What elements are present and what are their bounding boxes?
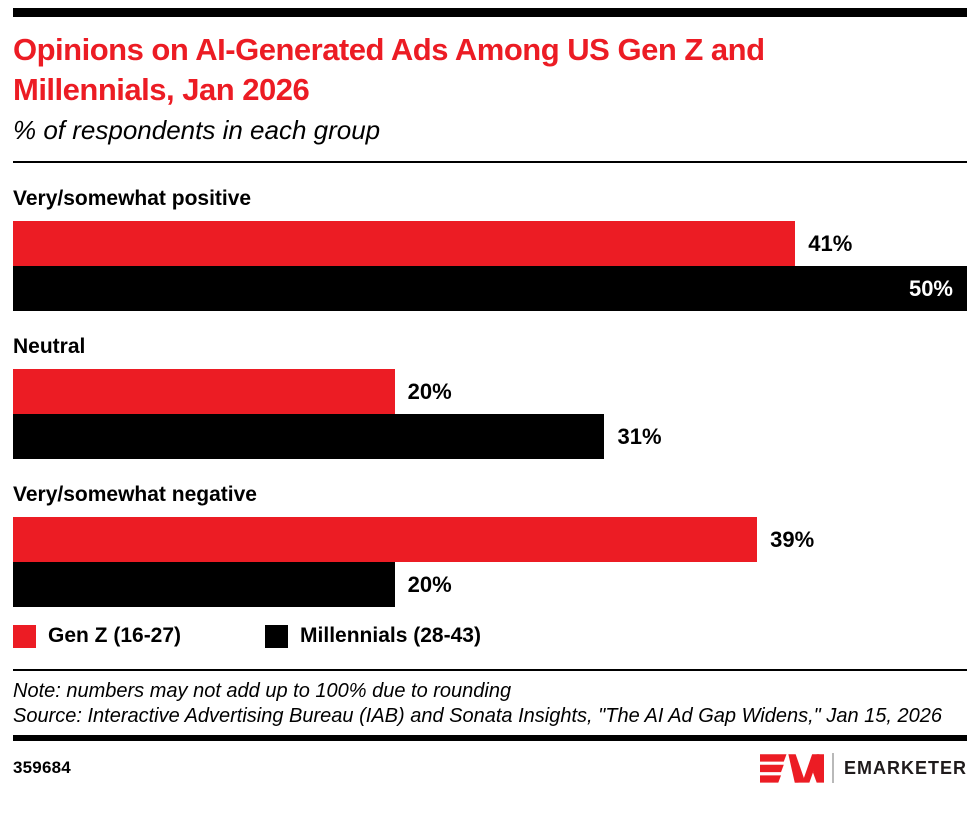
bar-row: 41% — [13, 221, 967, 266]
category-label: Very/somewhat negative — [13, 483, 257, 506]
value-label: 39% — [770, 526, 815, 552]
bar: 50% — [13, 266, 967, 311]
brand-name: EMARKETER — [843, 757, 967, 778]
bar — [13, 221, 796, 266]
chart-id: 359684 — [13, 758, 71, 777]
legend-item: Millennials (28-43) — [265, 624, 481, 648]
legend-swatch-icon — [13, 624, 36, 648]
notes-divider — [13, 669, 967, 671]
chart-legend: Gen Z (16-27) Millennials (28-43) — [13, 624, 967, 648]
bar — [13, 517, 758, 562]
bar — [13, 414, 605, 459]
value-label: 31% — [617, 423, 662, 449]
bottom-rule — [13, 735, 967, 741]
bar-chart: Very/somewhat positive 41% 50% Neutral 20% 31… — [13, 186, 967, 607]
bar-group: Very/somewhat positive 41% 50% — [13, 186, 967, 311]
bar — [13, 369, 395, 414]
brand-lockup: EMARKETER — [759, 752, 967, 784]
bar-row: 39% — [13, 517, 967, 562]
logo-divider — [831, 753, 834, 783]
footer: 359684 EMARKETER — [13, 752, 967, 784]
value-label: 20% — [407, 378, 452, 404]
page-title: Opinions on AI-Generated Ads Among US Ge… — [13, 32, 765, 107]
category-label: Neutral — [13, 335, 86, 358]
chart-subtitle: % of respondents in each group — [13, 115, 381, 145]
value-label: 41% — [808, 230, 853, 256]
value-label: 20% — [407, 571, 452, 597]
infographic-page: Opinions on AI-Generated Ads Among US Ge… — [13, 8, 967, 784]
bar-group: Very/somewhat negative 39% 20% — [13, 482, 967, 607]
legend-swatch-icon — [265, 624, 289, 648]
bar-row: 50% — [13, 266, 967, 311]
bar-row: 20% — [13, 562, 967, 607]
value-label: 50% — [908, 275, 953, 301]
emarketer-logo-icon — [759, 754, 824, 783]
bar-group: Neutral 20% 31% — [13, 334, 967, 459]
bar-row: 20% — [13, 369, 967, 414]
legend-label: Gen Z (16-27) — [48, 624, 182, 647]
legend-item: Gen Z (16-27) — [13, 624, 181, 648]
category-label: Very/somewhat positive — [13, 187, 252, 210]
top-rule — [13, 8, 967, 17]
notes-block: Note: numbers may not add up to 100% due… — [13, 679, 967, 729]
bar — [13, 562, 395, 607]
header-divider — [13, 161, 967, 163]
source-text: Source: Interactive Advertising Bureau (… — [13, 705, 942, 727]
legend-label: Millennials (28-43) — [300, 624, 481, 647]
note-text: Note: numbers may not add up to 100% due… — [13, 680, 512, 702]
bar-row: 31% — [13, 414, 967, 459]
